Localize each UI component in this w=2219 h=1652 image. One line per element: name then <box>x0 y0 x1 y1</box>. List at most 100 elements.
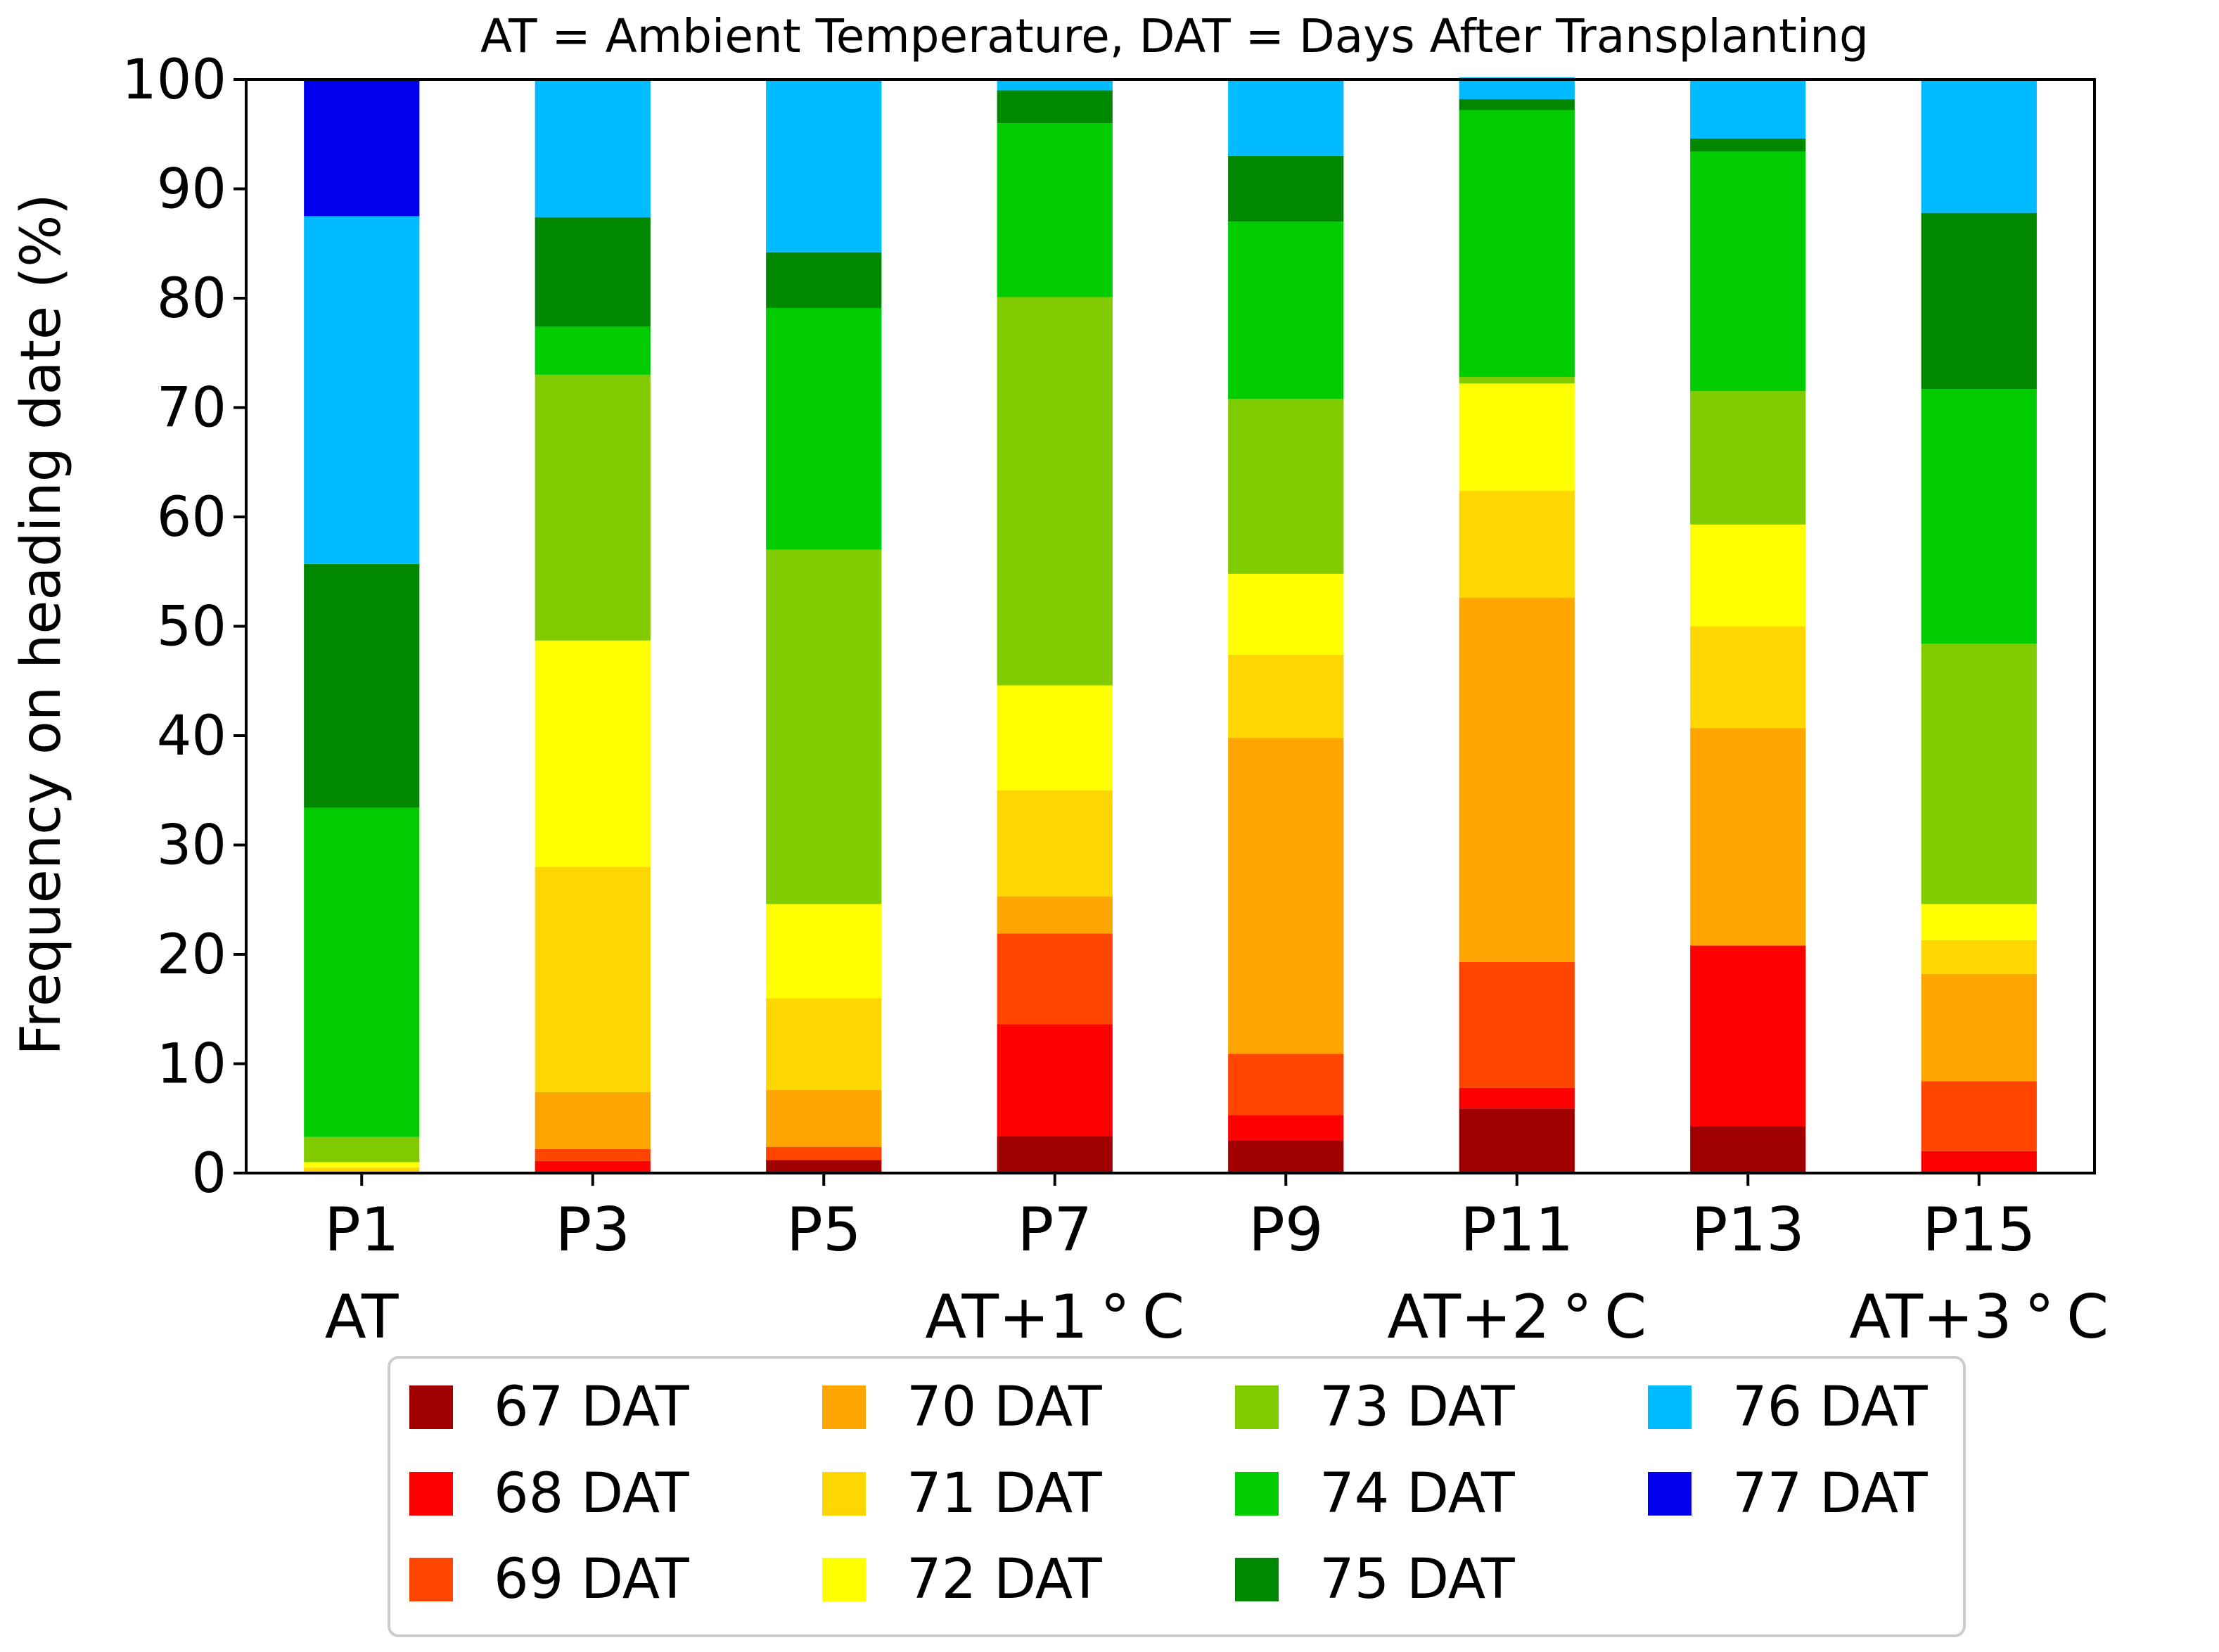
legend-label: 68 DAT <box>494 1462 689 1525</box>
x-group-label: AT+1 ° C <box>925 1282 1184 1352</box>
bar-segment-p13-76-dat <box>1690 79 1806 139</box>
y-tick-label: 0 <box>191 1142 226 1205</box>
bar-segment-p15-73-dat <box>1921 643 2037 904</box>
y-axis: 0 10 20 30 40 50 60 70 80 90 100 <box>122 49 246 1205</box>
bar-segment-p11-67-dat <box>1459 1108 1575 1173</box>
bar-segment-p13-68-dat <box>1690 945 1806 1127</box>
bar-segment-p11-74-dat <box>1459 110 1575 377</box>
legend-label: 71 DAT <box>907 1462 1102 1525</box>
bar-segment-p13-71-dat <box>1690 626 1806 729</box>
legend-label: 72 DAT <box>907 1548 1102 1611</box>
bar-segment-p11-72-dat <box>1459 383 1575 491</box>
bar-segment-p15-71-dat <box>1921 940 2037 974</box>
bar-segment-p9-73-dat <box>1228 399 1344 574</box>
bar-segment-p15-76-dat <box>1921 79 2037 213</box>
bar-segment-p3-72-dat <box>535 640 651 867</box>
y-tick-label: 80 <box>157 267 226 331</box>
x-group-label: AT+3 ° C <box>1849 1282 2109 1352</box>
bar-segment-p1-74-dat <box>304 807 420 1137</box>
bar-segment-p7-75-dat <box>997 90 1113 124</box>
bar-segment-p3-73-dat <box>535 374 651 641</box>
bar-segment-p3-70-dat <box>535 1091 651 1149</box>
legend-box <box>388 1356 1966 1637</box>
bar-segment-p7-67-dat <box>997 1136 1113 1173</box>
x-group-label: AT+2 ° C <box>1387 1282 1646 1352</box>
legend-label: 70 DAT <box>907 1376 1102 1439</box>
legend-label: 77 DAT <box>1732 1462 1928 1525</box>
x-tick-label-p1: P1 <box>324 1195 399 1265</box>
bar-segment-p9-69-dat <box>1228 1054 1344 1115</box>
bar-segment-p1-72-dat <box>304 1162 420 1168</box>
bar-segment-p13-72-dat <box>1690 524 1806 627</box>
bar-segment-p3-71-dat <box>535 866 651 1092</box>
legend-swatch-74-dat <box>1235 1472 1279 1516</box>
legend-label: 74 DAT <box>1319 1462 1515 1525</box>
bar-segment-p1-73-dat <box>304 1136 420 1163</box>
bar-segment-p11-73-dat <box>1459 376 1575 384</box>
bar-segment-p3-68-dat <box>535 1160 651 1173</box>
bar-segment-p13-75-dat <box>1690 138 1806 152</box>
bar-segment-p15-74-dat <box>1921 389 2037 644</box>
legend-swatch-72-dat <box>822 1558 866 1601</box>
bar-segment-p13-74-dat <box>1690 151 1806 392</box>
y-tick-label: 50 <box>157 596 226 659</box>
bar-segment-p1-77-dat <box>304 79 420 217</box>
bar-segment-p3-75-dat <box>535 217 651 327</box>
x-tick-label-p3: P3 <box>555 1195 630 1265</box>
bar-segment-p1-75-dat <box>304 563 420 808</box>
y-tick-label: 70 <box>157 377 226 440</box>
bar-segment-p15-70-dat <box>1921 973 2037 1082</box>
bar-segment-p7-70-dat <box>997 896 1113 934</box>
bar-segment-p15-68-dat <box>1921 1151 2037 1173</box>
y-tick-label: 100 <box>122 49 226 112</box>
bar-segment-p3-74-dat <box>535 326 651 375</box>
bar-segment-p9-74-dat <box>1228 222 1344 399</box>
chart-title: AT = Ambient Temperature, DAT = Days Aft… <box>480 9 1869 63</box>
legend-swatch-75-dat <box>1235 1558 1279 1601</box>
legend-swatch-77-dat <box>1648 1472 1692 1516</box>
legend-swatch-69-dat <box>409 1558 453 1601</box>
y-tick-label: 10 <box>157 1033 226 1096</box>
plot-frame <box>245 78 2096 1174</box>
bar-segment-p7-68-dat <box>997 1024 1113 1136</box>
bar-segment-p5-76-dat <box>766 79 882 252</box>
y-tick-label: 60 <box>157 486 226 549</box>
bar-segment-p5-67-dat <box>766 1160 882 1173</box>
bar-segment-p9-68-dat <box>1228 1115 1344 1141</box>
bar-segment-p3-76-dat <box>535 79 651 217</box>
bar-segment-p11-70-dat <box>1459 598 1575 962</box>
legend: 67 DAT 68 DAT 69 DAT 70 DAT 71 DAT 72 DAT 73 D… <box>388 1356 1966 1637</box>
bar-segment-p5-73-dat <box>766 549 882 904</box>
legend-swatch-73-dat <box>1235 1385 1279 1429</box>
legend-swatch-76-dat <box>1648 1385 1692 1429</box>
x-tick-label-p13: P13 <box>1692 1195 1805 1265</box>
legend-label: 76 DAT <box>1732 1376 1928 1439</box>
bar-segment-p9-76-dat <box>1228 79 1344 156</box>
x-group-label: AT <box>325 1282 399 1352</box>
bar-segment-p1-76-dat <box>304 216 420 564</box>
legend-label: 75 DAT <box>1319 1548 1515 1611</box>
x-tick-label-p11: P11 <box>1460 1195 1573 1265</box>
y-tick-label: 40 <box>157 705 226 768</box>
bar-segment-p13-73-dat <box>1690 391 1806 525</box>
bar-segment-p7-71-dat <box>997 790 1113 897</box>
x-tick-label-p7: P7 <box>1017 1195 1092 1265</box>
legend-label: 69 DAT <box>494 1548 689 1611</box>
x-tick-label-p15: P15 <box>1922 1195 2035 1265</box>
bar-segment-p5-69-dat <box>766 1146 882 1160</box>
legend-swatch-68-dat <box>409 1472 453 1516</box>
bar-segment-p11-68-dat <box>1459 1087 1575 1109</box>
bar-segment-p5-74-dat <box>766 307 882 550</box>
legend-label: 73 DAT <box>1319 1376 1515 1439</box>
y-tick-label: 90 <box>157 158 226 222</box>
bar-segment-p7-74-dat <box>997 123 1113 297</box>
y-tick-label: 20 <box>157 923 226 987</box>
bar-segment-p9-70-dat <box>1228 738 1344 1054</box>
bar-segment-p13-70-dat <box>1690 728 1806 946</box>
legend-swatch-67-dat <box>409 1385 453 1429</box>
bar-segment-p1-71-dat <box>304 1167 420 1173</box>
y-tick-label: 30 <box>157 814 226 878</box>
bar-segment-p9-72-dat <box>1228 573 1344 655</box>
bars <box>304 77 2037 1173</box>
